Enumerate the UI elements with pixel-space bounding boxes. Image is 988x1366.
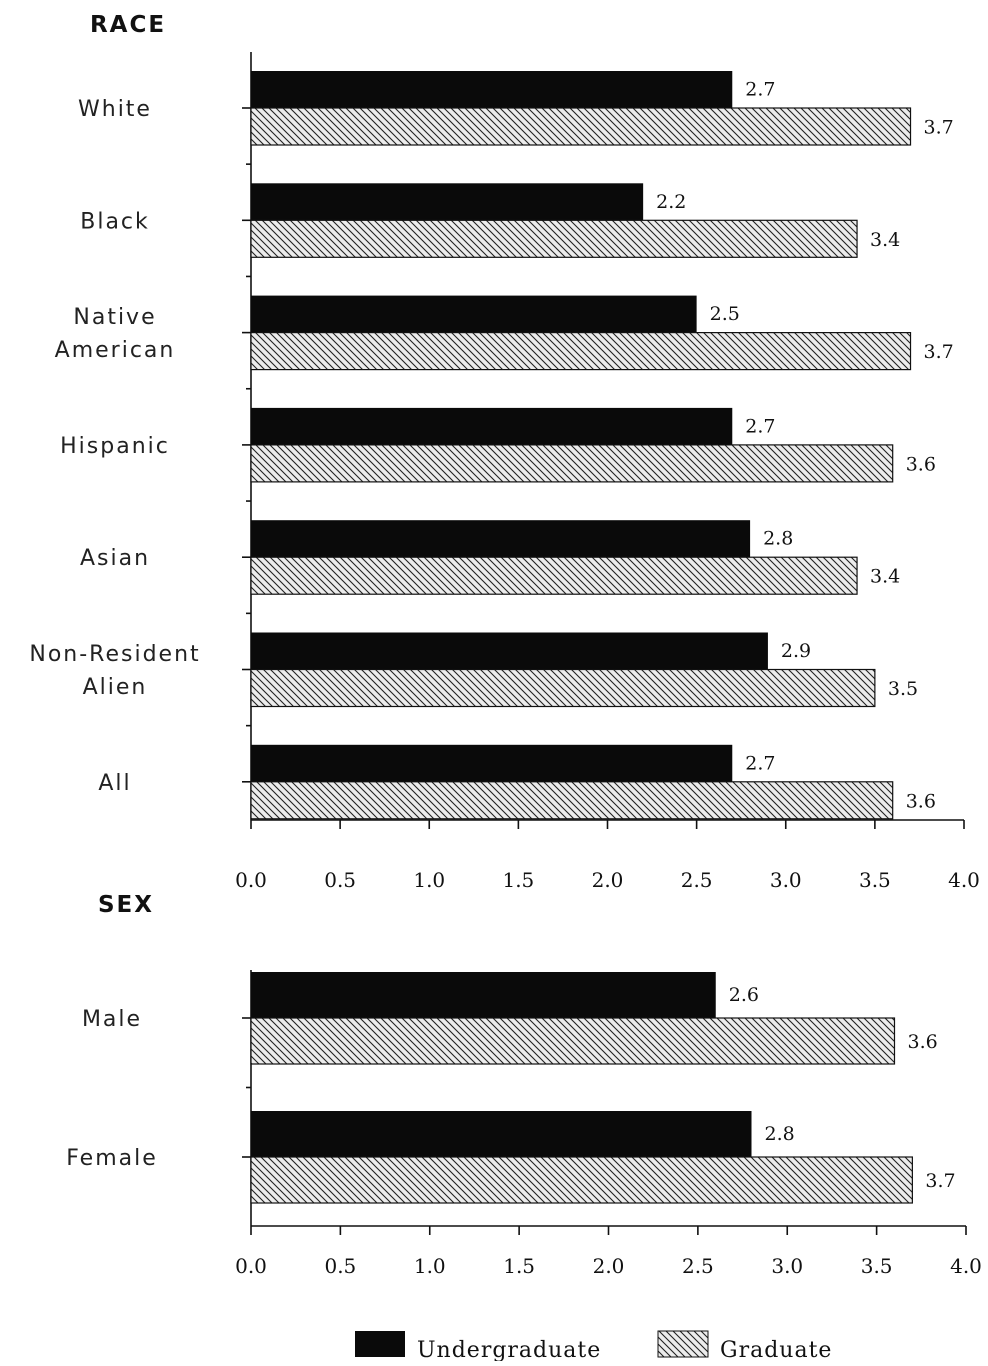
value-label-graduate-native-american: 3.7 [924,341,954,363]
bar-undergraduate-white [251,71,733,108]
x-tick-label: 2.0 [592,868,624,892]
x-tick-label: 3.0 [771,1254,803,1278]
x-tick-label: 2.0 [593,1254,625,1278]
bar-undergraduate-asian [251,520,751,558]
chart-panel-sex: SEX 0.0 0.5 1.0 1.5 2.0 2.5 3.0 3.5 4.0 Male 2.6 3.6… [66,892,982,1278]
value-label-graduate-female: 3.7 [925,1170,955,1192]
bar-graduate-asian [250,556,858,595]
value-label-graduate-white: 3.7 [924,117,954,139]
value-label-graduate-non-resident-alien: 3.5 [888,678,918,700]
bar-graduate-white [250,107,912,146]
bar-graduate-male [250,1017,896,1065]
panel-title-race: RACE [90,12,166,38]
value-label-graduate-hispanic: 3.6 [906,453,936,475]
x-tick-label: 0.0 [235,1254,267,1278]
x-tick-label: 0.5 [324,868,356,892]
legend-label-undergraduate: Undergraduate [417,1338,601,1361]
value-label-undergraduate-female: 2.8 [765,1123,795,1145]
value-label-graduate-male: 3.6 [908,1031,938,1053]
category-label-all: All [98,771,131,796]
category-label-hispanic: Hispanic [60,434,170,459]
value-label-graduate-asian: 3.4 [870,566,900,588]
value-label-undergraduate-asian: 2.8 [763,528,793,550]
panel-title-sex: SEX [98,892,154,918]
chart-panel-race: RACE 0.0 0.5 1.0 1.5 2.0 2.5 3.0 3.5 4.0 White 2.7 3… [29,12,980,892]
bar-graduate-hispanic [250,444,894,483]
x-tick-label: 2.5 [681,868,713,892]
x-tick-label: 0.5 [324,1254,356,1278]
bar-graduate-non-resident-alien [250,668,876,708]
x-tick-label: 2.5 [682,1254,714,1278]
value-label-undergraduate-male: 2.6 [729,984,759,1006]
category-label-black: Black [80,209,150,234]
x-tick-label: 1.0 [414,1254,446,1278]
category-label-white: White [78,97,152,122]
value-label-undergraduate-hispanic: 2.7 [745,415,775,437]
value-label-undergraduate-native-american: 2.5 [710,303,740,325]
x-tick-label: 4.0 [950,1254,982,1278]
bar-graduate-female [250,1156,913,1204]
category-label-female: Female [66,1146,158,1171]
x-tick-label: 0.0 [235,868,267,892]
bar-undergraduate-non-resident-alien [251,632,768,670]
value-label-undergraduate-white: 2.7 [745,79,775,101]
bar-undergraduate-female [251,1111,752,1157]
x-tick-label: 4.0 [948,868,980,892]
bar-undergraduate-native-american [251,295,697,333]
category-label-native-american: Native American [55,305,176,363]
x-tick-label: 3.5 [861,1254,893,1278]
bar-graduate-native-american [250,332,912,371]
legend-swatch-undergraduate [355,1331,405,1357]
bar-undergraduate-hispanic [251,407,733,445]
bar-undergraduate-male [251,972,716,1018]
value-label-undergraduate-all: 2.7 [745,752,775,774]
x-tick-label: 1.5 [503,1254,535,1278]
bar-undergraduate-black [251,183,644,221]
category-label-male: Male [82,1007,142,1032]
value-label-undergraduate-black: 2.2 [656,191,686,213]
category-label-asian: Asian [80,546,150,571]
legend-label-graduate: Graduate [720,1338,832,1361]
bar-graduate-all [250,781,894,820]
value-label-graduate-black: 3.4 [870,229,900,251]
value-label-undergraduate-non-resident-alien: 2.9 [781,640,811,662]
legend: Undergraduate Graduate [355,1330,832,1363]
category-label-non-resident-alien: Non-Resident Alien [29,642,200,700]
x-tick-label: 1.5 [502,868,534,892]
bar-undergraduate-all [251,744,733,782]
x-tick-label: 3.5 [859,868,891,892]
x-tick-label: 3.0 [770,868,802,892]
value-label-graduate-all: 3.6 [906,790,936,812]
legend-swatch-graduate [657,1330,709,1358]
bar-graduate-black [250,219,858,258]
x-tick-label: 1.0 [413,868,445,892]
